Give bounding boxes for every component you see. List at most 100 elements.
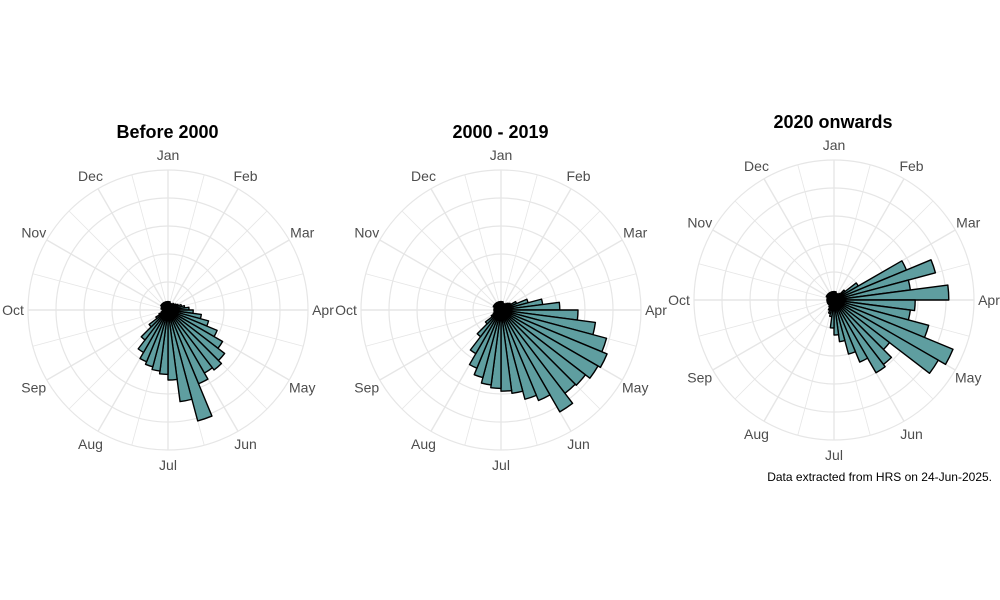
grid-spoke xyxy=(32,273,169,311)
month-label-apr: Apr xyxy=(645,302,667,318)
month-label-feb: Feb xyxy=(899,158,923,174)
month-label-jun: Jun xyxy=(567,436,590,452)
polar-bar xyxy=(167,309,213,422)
grid-spoke xyxy=(712,229,835,301)
month-label-oct: Oct xyxy=(335,302,357,318)
grid-spoke xyxy=(430,188,502,311)
grid-spoke xyxy=(167,239,290,311)
month-label-nov: Nov xyxy=(687,215,712,231)
chart-title: Before 2000 xyxy=(116,122,219,142)
month-label-apr: Apr xyxy=(978,292,1000,308)
polar-bar xyxy=(500,309,608,369)
grid-spoke xyxy=(167,174,205,311)
polar-bar xyxy=(500,309,599,379)
grid-spoke xyxy=(833,164,871,301)
bar-group xyxy=(137,300,226,422)
bar-group xyxy=(825,259,954,374)
month-label-aug: Aug xyxy=(411,436,436,452)
month-label-sep: Sep xyxy=(687,370,712,386)
grid-spoke xyxy=(46,309,169,381)
month-label-feb: Feb xyxy=(566,168,590,184)
grid-spoke xyxy=(32,309,169,347)
grid-spoke xyxy=(167,273,304,311)
chart-title: 2020 onwards xyxy=(773,112,893,132)
grid-spoke xyxy=(379,239,502,311)
polar-plot: Jan Feb Mar Apr May Jun Jul Aug Sep Oct Nov Dec xyxy=(668,137,1000,463)
grid-spoke xyxy=(734,299,835,400)
polar-bar xyxy=(833,259,937,301)
month-label-oct: Oct xyxy=(2,302,24,318)
grid-spoke xyxy=(68,210,169,311)
polar-bar xyxy=(500,309,551,402)
polar-bar xyxy=(832,290,835,301)
polar-bar xyxy=(833,299,869,363)
polar-bar xyxy=(167,309,223,371)
grid-spoke xyxy=(763,299,835,422)
polar-bar xyxy=(500,309,524,394)
grid-spoke xyxy=(797,164,835,301)
grid-spoke xyxy=(365,309,502,347)
polar-bar xyxy=(500,309,587,386)
grid-spoke xyxy=(500,174,538,311)
polar-bar xyxy=(167,309,178,381)
month-label-nov: Nov xyxy=(21,225,46,241)
grid-spoke xyxy=(797,299,835,436)
data-source-caption: Data extracted from HRS on 24-Jun-2025. xyxy=(767,470,992,484)
month-label-jul: Jul xyxy=(825,447,843,463)
chart-title: 2000 - 2019 xyxy=(452,122,549,142)
month-label-mar: Mar xyxy=(623,225,647,241)
grid-spoke xyxy=(500,239,623,311)
month-label-mar: Mar xyxy=(290,225,314,241)
month-label-mar: Mar xyxy=(956,215,980,231)
month-label-nov: Nov xyxy=(354,225,379,241)
grid-spoke xyxy=(500,210,601,311)
grid-spoke xyxy=(500,188,572,311)
grid-spoke xyxy=(833,200,934,301)
polar-bar xyxy=(500,309,513,392)
bar-group xyxy=(468,298,608,413)
polar-chart-before-2000: Before 2000 Jan Feb Mar Apr May Jun Jul Aug Sep O… xyxy=(0,110,335,473)
month-label-may: May xyxy=(955,370,981,386)
grid-spoke xyxy=(698,263,835,301)
grid-spoke xyxy=(365,273,502,311)
month-label-may: May xyxy=(622,380,648,396)
month-label-jun: Jun xyxy=(900,426,923,442)
polar-bar xyxy=(167,309,193,403)
polar-chart-2020-onwards: 2020 onwards Jan Feb Mar Apr May Jun Jul Aug Sep… xyxy=(666,100,1000,463)
grid-spoke xyxy=(46,239,169,311)
month-label-apr: Apr xyxy=(312,302,334,318)
month-label-jan: Jan xyxy=(157,147,180,163)
grid-spoke xyxy=(464,174,502,311)
grid-spoke xyxy=(833,178,905,301)
grid-spoke xyxy=(167,210,268,311)
month-label-may: May xyxy=(289,380,315,396)
month-label-dec: Dec xyxy=(78,168,103,184)
polar-bar xyxy=(833,299,954,366)
month-label-sep: Sep xyxy=(354,380,379,396)
polar-plot: Jan Feb Mar Apr May Jun Jul Aug Sep Oct Nov Dec xyxy=(2,147,334,473)
grid-spoke xyxy=(379,309,502,381)
polar-chart-2000-2019: 2000 - 2019 Jan Feb Mar Apr May Jun Jul Aug Sep O… xyxy=(333,110,668,473)
month-label-dec: Dec xyxy=(744,158,769,174)
polar-bar xyxy=(833,299,857,355)
month-label-dec: Dec xyxy=(411,168,436,184)
month-label-jul: Jul xyxy=(492,457,510,473)
month-label-jan: Jan xyxy=(490,147,513,163)
grid-spoke xyxy=(401,210,502,311)
grid-spoke xyxy=(97,188,169,311)
polar-bar xyxy=(833,299,840,336)
grid-spoke xyxy=(734,200,835,301)
grid-spoke xyxy=(698,299,835,337)
polar-bar xyxy=(500,309,538,400)
month-label-sep: Sep xyxy=(21,380,46,396)
month-label-jul: Jul xyxy=(159,457,177,473)
grid-spoke xyxy=(763,178,835,301)
polar-plot: Jan Feb Mar Apr May Jun Jul Aug Sep Oct Nov Dec xyxy=(335,147,667,473)
month-label-jun: Jun xyxy=(234,436,257,452)
grid-spoke xyxy=(712,299,835,371)
month-label-oct: Oct xyxy=(668,292,690,308)
month-label-aug: Aug xyxy=(744,426,769,442)
polar-bar xyxy=(166,300,169,311)
polar-bar xyxy=(833,284,950,301)
grid-spoke xyxy=(167,188,239,311)
